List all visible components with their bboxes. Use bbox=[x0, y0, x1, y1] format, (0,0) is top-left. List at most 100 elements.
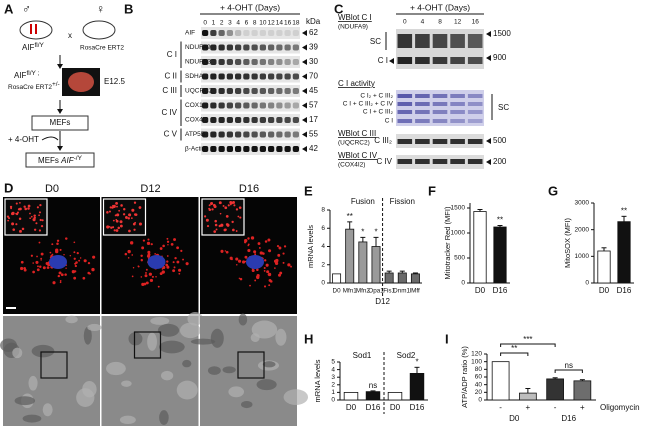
mitochondria bbox=[59, 248, 62, 251]
mitochondria bbox=[16, 211, 19, 214]
y-tick-label: 0 bbox=[461, 280, 465, 287]
bar bbox=[410, 273, 420, 284]
mitochondria bbox=[76, 251, 79, 255]
mitochondria bbox=[166, 237, 169, 240]
mitochondria bbox=[91, 267, 95, 272]
lane-label: 8 bbox=[253, 20, 257, 27]
complex-label: C V bbox=[164, 130, 178, 139]
mitochondria bbox=[116, 213, 120, 217]
comparison-bracket bbox=[500, 343, 556, 347]
mitochondria bbox=[159, 247, 163, 250]
band bbox=[467, 159, 483, 164]
blot-strip bbox=[201, 128, 300, 141]
band bbox=[226, 88, 233, 94]
band bbox=[259, 131, 266, 138]
band bbox=[210, 102, 217, 109]
bar bbox=[519, 392, 537, 401]
blot-strip bbox=[201, 56, 300, 68]
y-tick-label: 8 bbox=[321, 207, 325, 214]
x-tick-label: - bbox=[554, 403, 557, 412]
panel-letter: G bbox=[548, 183, 558, 198]
band bbox=[292, 146, 299, 152]
kda-label: 57 bbox=[309, 101, 318, 110]
lane-label: 1 bbox=[212, 20, 216, 27]
band bbox=[243, 73, 250, 80]
band-label: C I + C III₂ bbox=[363, 109, 394, 116]
band bbox=[210, 146, 217, 152]
female-symbol: ♀ bbox=[96, 2, 105, 16]
organelle bbox=[82, 381, 97, 398]
mitochondria bbox=[127, 257, 130, 259]
organelle bbox=[256, 379, 277, 391]
marker-arrow bbox=[302, 146, 307, 152]
mitochondria bbox=[265, 263, 269, 267]
mitochondria bbox=[69, 254, 72, 257]
y-tick-label: 40 bbox=[475, 381, 483, 388]
band bbox=[415, 139, 430, 144]
mitochondria bbox=[218, 201, 222, 205]
antibody: (COX4I2) bbox=[338, 162, 365, 169]
band bbox=[235, 117, 242, 123]
protein-label: NDUFA9 bbox=[185, 44, 211, 51]
mitochondria bbox=[250, 236, 255, 240]
band bbox=[276, 117, 283, 123]
nucleus bbox=[246, 255, 264, 269]
mitochondria bbox=[38, 214, 40, 217]
micrographs: D0 D12 D16 bbox=[0, 183, 309, 427]
band bbox=[259, 146, 266, 152]
organelle bbox=[150, 316, 170, 325]
blot-strip bbox=[201, 143, 300, 155]
band bbox=[450, 57, 465, 64]
protein-label: SDHA bbox=[185, 73, 204, 80]
band bbox=[268, 44, 275, 51]
mitochondria bbox=[254, 279, 257, 282]
mitochondria bbox=[140, 276, 143, 278]
band bbox=[467, 119, 483, 123]
group-label: Fusion bbox=[351, 197, 375, 206]
mitochondria bbox=[268, 249, 272, 253]
mitochondria bbox=[223, 228, 227, 232]
mitochondria bbox=[218, 224, 222, 228]
mitochondria bbox=[141, 246, 145, 250]
y-tick-label: 2000 bbox=[575, 226, 590, 233]
mitochondria bbox=[225, 223, 229, 226]
blot-title: C I activity bbox=[338, 79, 375, 88]
band bbox=[210, 44, 217, 51]
mitochondria bbox=[36, 255, 38, 258]
band bbox=[235, 73, 242, 80]
bar bbox=[343, 391, 359, 401]
organelle bbox=[87, 323, 102, 332]
mitochondria bbox=[35, 222, 38, 225]
marker-arrow bbox=[486, 55, 491, 61]
mitochondria bbox=[145, 281, 149, 285]
marker-arrow bbox=[486, 138, 491, 144]
band bbox=[268, 102, 275, 109]
mitochondria bbox=[219, 212, 222, 215]
band bbox=[259, 102, 266, 109]
mitochondria bbox=[131, 254, 134, 256]
mitochondria bbox=[170, 242, 174, 246]
mitochondria bbox=[112, 226, 115, 229]
mitochondria bbox=[205, 218, 209, 222]
y-tick-label: 3000 bbox=[575, 200, 590, 207]
mitochondria bbox=[21, 227, 25, 231]
mitochondria bbox=[220, 223, 224, 227]
treatment: + 4-OHT bbox=[8, 135, 39, 144]
mitochondria bbox=[238, 277, 241, 280]
band bbox=[415, 57, 430, 64]
mitochondria bbox=[148, 272, 152, 276]
x-tick-label: D0 bbox=[475, 286, 486, 295]
mitochondria bbox=[162, 244, 165, 248]
mitochondria bbox=[29, 212, 31, 215]
band bbox=[251, 30, 258, 36]
box bbox=[31, 115, 89, 131]
mitochondria bbox=[30, 215, 33, 218]
significance: ** bbox=[621, 206, 627, 215]
protein-label: NDUFS3 bbox=[185, 59, 211, 66]
bar bbox=[345, 228, 355, 284]
mitochondria bbox=[134, 213, 138, 216]
y-axis-label: MitoSOX (MFI) bbox=[563, 217, 572, 268]
lane-label: 8 bbox=[438, 19, 442, 26]
band bbox=[276, 59, 283, 65]
mitochondria bbox=[166, 255, 169, 257]
